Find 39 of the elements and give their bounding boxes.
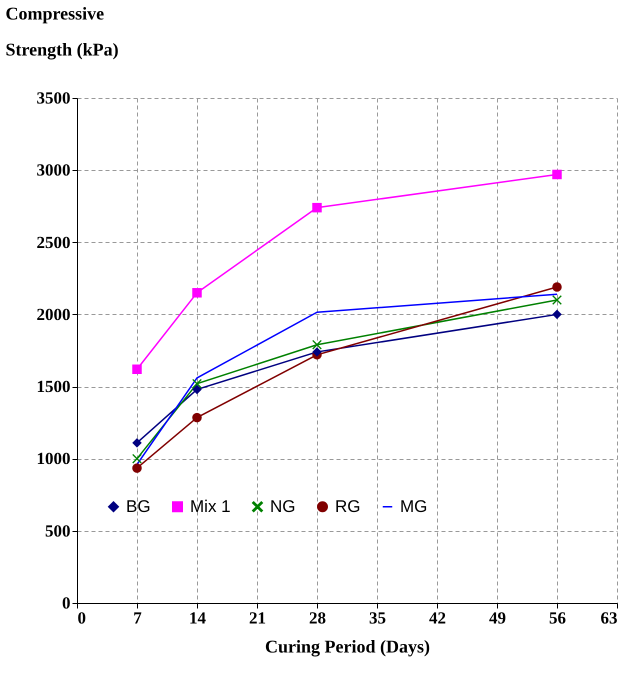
point [132,463,142,473]
y-tick-label: 3500 [36,88,70,108]
point [132,364,142,374]
point [132,438,142,448]
y-tick-label: 3000 [36,160,70,180]
x-axis-title: Curing Period (Days) [265,636,430,656]
point [192,288,202,298]
y-tick-label: 0 [62,594,70,612]
point [552,310,562,320]
x-tick-label: 49 [489,608,506,628]
point [192,378,202,388]
legend-label: Mix 1 [190,496,231,516]
point [312,347,322,357]
x-tick-label: 42 [429,608,446,628]
y-tick-label: 2500 [36,232,70,252]
legend-label: MG [400,496,428,516]
legend-label: NG [270,496,296,516]
legend-label: BG [126,496,151,516]
x-tick-label: 0 [78,608,86,628]
y-tick-label: 1500 [36,377,70,396]
point [312,340,322,350]
y-tick-label: 500 [45,521,70,540]
point [192,384,202,394]
x-tick-label: 63 [600,608,618,628]
x-tick-label: 7 [133,608,142,628]
y-tick-label: 1000 [36,449,70,468]
point [192,412,202,422]
y-axis-title: Compressive Strength (kPa) [6,4,119,60]
y-tick-label: 2000 [36,304,70,324]
x-tick-label: 28 [309,608,326,628]
point [312,202,322,212]
x-tick-label: 35 [369,608,386,628]
x-tick-label: 21 [249,608,266,628]
x-tick-label: 56 [549,608,566,628]
point [552,282,562,292]
legend-label: RG [335,496,360,516]
point [132,454,142,464]
point [552,170,562,180]
x-tick-label: 14 [189,608,206,628]
